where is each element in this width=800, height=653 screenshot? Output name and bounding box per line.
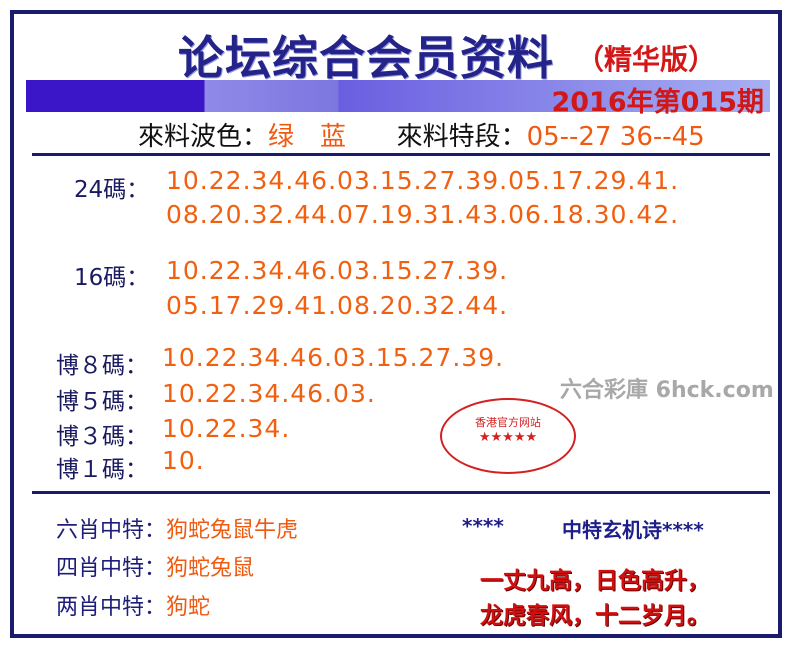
- issue-number: 2016年第015期: [551, 87, 764, 118]
- info-row: 來料波色：绿 蓝 來料特段：05--27 36--45: [138, 116, 705, 153]
- zodiac-label: 六肖中特：: [56, 518, 167, 543]
- group-numbers: 10.: [162, 446, 205, 475]
- poem-line-1: 一丈九高，日色高升，: [480, 568, 710, 594]
- poem-stars: ****: [462, 514, 504, 538]
- group-numbers: 10.22.34.: [162, 414, 291, 443]
- group-label-3: 博３碼：: [56, 424, 148, 450]
- segment-label: 來料特段：: [396, 122, 527, 152]
- stamp-seal: 香港官方网站 ★★★★★: [440, 398, 576, 474]
- segment-value: 05--27 36--45: [526, 122, 705, 152]
- header-gradient-bar: [26, 80, 770, 112]
- watermark-logo: 六合彩庫 6hck.com: [560, 378, 774, 403]
- zodiac-value: 狗蛇兔鼠: [166, 556, 255, 581]
- group-label-1: 博１碼：: [56, 457, 148, 483]
- group-label-8: 博８碼：: [56, 353, 148, 379]
- group-label-16: 16碼：: [74, 265, 150, 291]
- group-numbers: 10.22.34.46.03.15.27.39.: [162, 343, 505, 372]
- poem-heading: 中特玄机诗****: [562, 518, 704, 542]
- zodiac-label: 两肖中特：: [56, 595, 167, 620]
- zodiac-row: 两肖中特：狗蛇: [56, 589, 210, 621]
- zodiac-label: 四肖中特：: [56, 556, 167, 581]
- group-numbers: 10.22.34.46.03.15.27.39.: [166, 256, 509, 285]
- edition-label: （精华版）: [576, 43, 717, 76]
- page-title: 论坛综合会员资料: [178, 31, 554, 85]
- zodiac-value: 狗蛇: [166, 595, 211, 620]
- page-frame: [10, 10, 782, 638]
- zodiac-row: 六肖中特：狗蛇兔鼠牛虎: [56, 512, 298, 544]
- group-numbers: 05.17.29.41.08.20.32.44.: [166, 291, 509, 320]
- zodiac-value: 狗蛇兔鼠牛虎: [166, 518, 299, 543]
- poem-line-2: 龙虎春风，十二岁月。: [480, 603, 710, 629]
- group-numbers: 08.20.32.44.07.19.31.43.06.18.30.42.: [166, 200, 680, 229]
- divider: [32, 491, 770, 494]
- divider: [32, 153, 770, 156]
- wave-value: 绿 蓝: [268, 122, 347, 152]
- group-numbers: 10.22.34.46.03.: [162, 379, 376, 408]
- group-label-5: 博５碼：: [56, 389, 148, 415]
- group-numbers: 10.22.34.46.03.15.27.39.05.17.29.41.: [166, 166, 680, 195]
- zodiac-row: 四肖中特：狗蛇兔鼠: [56, 550, 254, 582]
- wave-label: 來料波色：: [138, 122, 269, 152]
- group-label-24: 24碼：: [74, 177, 150, 203]
